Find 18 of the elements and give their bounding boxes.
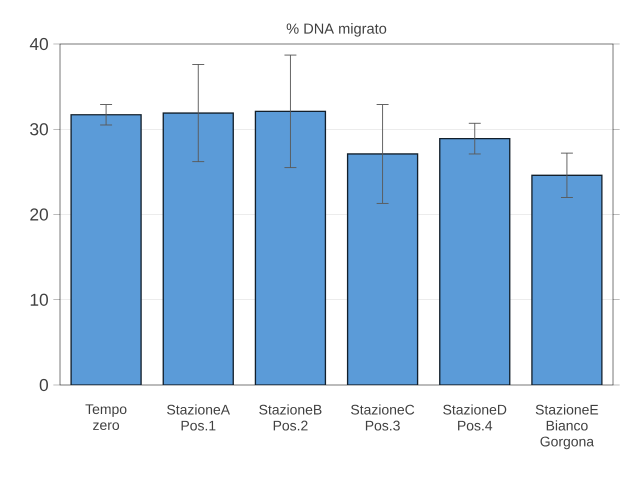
- bar: [531, 174, 603, 385]
- x-tick-label: StazioneE Bianco Gorgona: [536, 404, 598, 450]
- x-tick-label: StazioneB Pos.2: [259, 404, 322, 431]
- x-tick-label: StazioneC Pos.3: [351, 404, 414, 431]
- y-tick-label: 20: [30, 208, 48, 221]
- y-tick-label: 30: [30, 123, 48, 136]
- y-tick-label: 0: [40, 378, 48, 392]
- bar: [71, 114, 142, 385]
- y-tick-label: 10: [30, 294, 48, 306]
- x-tick-label: Tempo zero: [85, 404, 126, 430]
- x-tick-label: StazioneD Pos.4: [443, 404, 506, 431]
- y-tick-label: 40: [30, 38, 48, 50]
- chart-title: % DNA migrato: [286, 23, 386, 37]
- bar: [348, 154, 418, 385]
- bar: [255, 111, 326, 385]
- bar: [163, 113, 234, 385]
- x-tick-label: StazioneA Pos.1: [167, 404, 230, 431]
- bar: [440, 138, 510, 385]
